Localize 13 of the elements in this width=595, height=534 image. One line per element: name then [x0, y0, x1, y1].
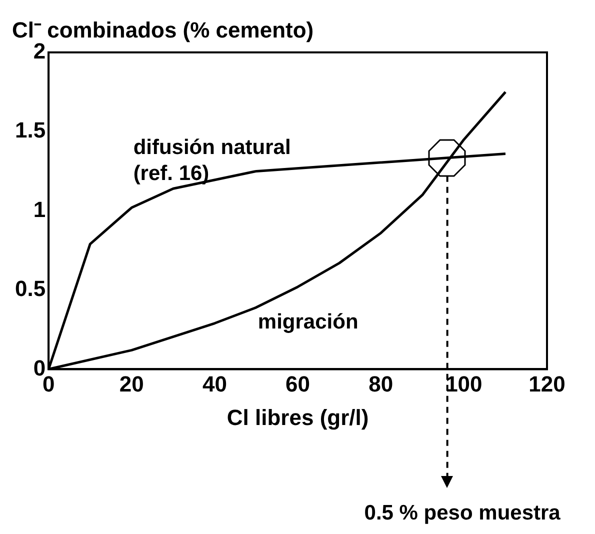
- x-tick-label: 120: [528, 371, 566, 396]
- x-axis-title: Cl libres (gr/l): [226, 404, 369, 430]
- x-tick-label: 80: [368, 371, 394, 396]
- annotation: difusión natural (ref. 16): [133, 136, 291, 186]
- y-tick-label: 1: [33, 196, 46, 222]
- y-tick-label: 1.5: [14, 118, 46, 143]
- x-tick-label: 40: [202, 371, 227, 396]
- x-tick-label: 100: [446, 371, 482, 396]
- ref-line-label: 0.5 % peso muestra: [364, 501, 561, 524]
- y-tick-label: 0.5: [14, 276, 46, 302]
- x-tick-label: 60: [286, 371, 310, 396]
- x-tick-label: 20: [119, 371, 144, 396]
- annotation: migración: [258, 310, 358, 334]
